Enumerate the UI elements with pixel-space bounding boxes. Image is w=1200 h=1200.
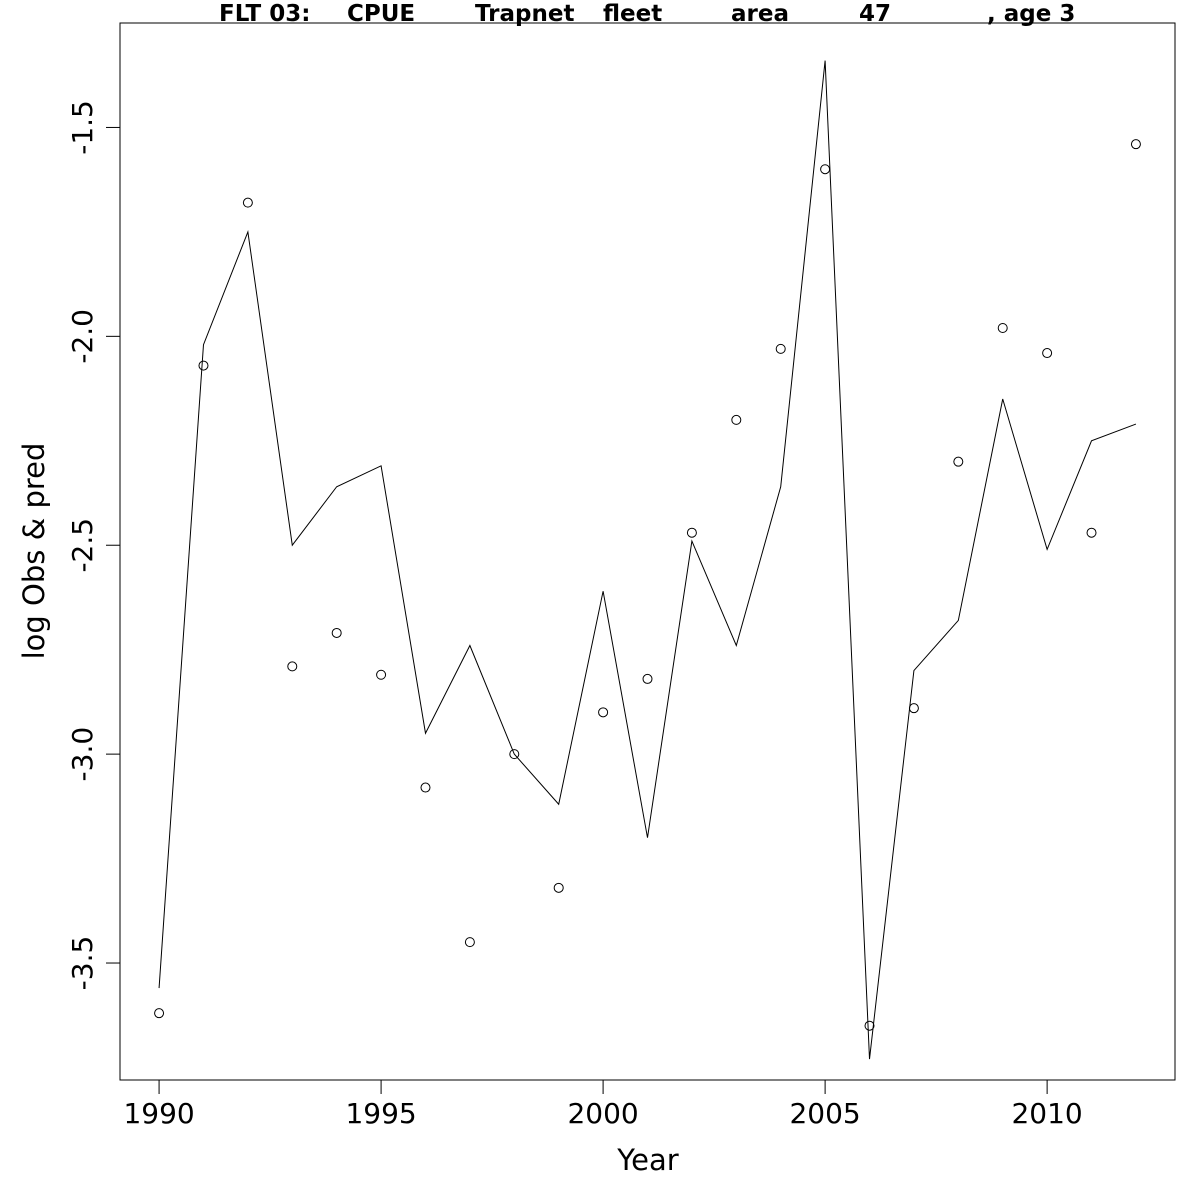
y-tick-label: -1.5 [66, 100, 99, 155]
title-part-area-number: 47 [859, 1, 891, 27]
plot-frame [119, 22, 1176, 1081]
y-tick-label: -2.5 [66, 518, 99, 573]
observed-point [509, 749, 520, 760]
observed-point [242, 197, 253, 208]
observed-point [1042, 348, 1053, 359]
observed-point [376, 669, 387, 680]
observed-point [1086, 527, 1097, 538]
observed-point [331, 627, 342, 638]
x-tick-label: 2010 [1011, 1097, 1082, 1130]
y-tick-label: -2.0 [66, 309, 99, 364]
observed-point [686, 527, 697, 538]
y-axis: -1.5 -2.0 -2.5 -3.0 -3.5 [66, 100, 121, 991]
title-part-trapnet: Trapnet [475, 1, 574, 27]
observed-point [598, 707, 609, 718]
predicted-line [158, 60, 1137, 1060]
x-axis: 1990 1995 2000 2005 2010 [123, 1079, 1083, 1130]
observed-point [420, 782, 431, 793]
observed-point [997, 322, 1008, 333]
observed-point [953, 456, 964, 467]
x-axis-label: Year [616, 1143, 678, 1177]
series-layer [154, 60, 1141, 1060]
observed-point [642, 673, 653, 684]
title-part-area: area [731, 1, 789, 27]
y-tick-label: -3.0 [66, 727, 99, 782]
observed-point [464, 937, 475, 948]
observed-point [864, 1020, 875, 1031]
observed-point [198, 360, 209, 371]
x-tick-label: 2005 [789, 1097, 860, 1130]
observed-point [820, 164, 831, 175]
observed-point [775, 343, 786, 354]
y-tick-label: -3.5 [66, 936, 99, 991]
observed-point [287, 661, 298, 672]
observed-point [553, 882, 564, 893]
observed-point [1130, 139, 1141, 150]
observed-point [908, 703, 919, 714]
title-part-age: , age 3 [987, 1, 1075, 27]
y-axis-label: log Obs & pred [17, 443, 51, 660]
title-part-cpue: CPUE [347, 1, 415, 27]
x-tick-label: 1995 [345, 1097, 416, 1130]
title-part-flt: FLT 03: [219, 1, 310, 27]
title-part-fleet: fleet [603, 1, 662, 27]
x-tick-label: 2000 [567, 1097, 638, 1130]
x-tick-label: 1990 [123, 1097, 194, 1130]
observed-point [731, 414, 742, 425]
observed-point [154, 1008, 165, 1019]
chart-title: FLT 03: CPUE Trapnet fleet area 47 , age… [219, 1, 1075, 27]
